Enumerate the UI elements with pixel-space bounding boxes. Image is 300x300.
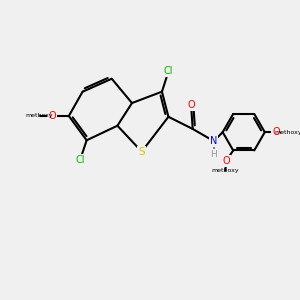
Text: O: O [223,156,230,166]
Text: Cl: Cl [164,67,173,76]
Text: N: N [210,136,218,146]
Text: O: O [187,100,195,110]
Text: Cl: Cl [75,155,85,165]
Text: O: O [272,127,280,137]
Text: O: O [48,111,56,121]
Text: H: H [210,150,217,159]
Text: methoxy: methoxy [275,130,300,135]
Text: methoxy: methoxy [26,113,53,119]
Text: methoxy: methoxy [212,168,239,173]
Text: S: S [138,147,145,157]
